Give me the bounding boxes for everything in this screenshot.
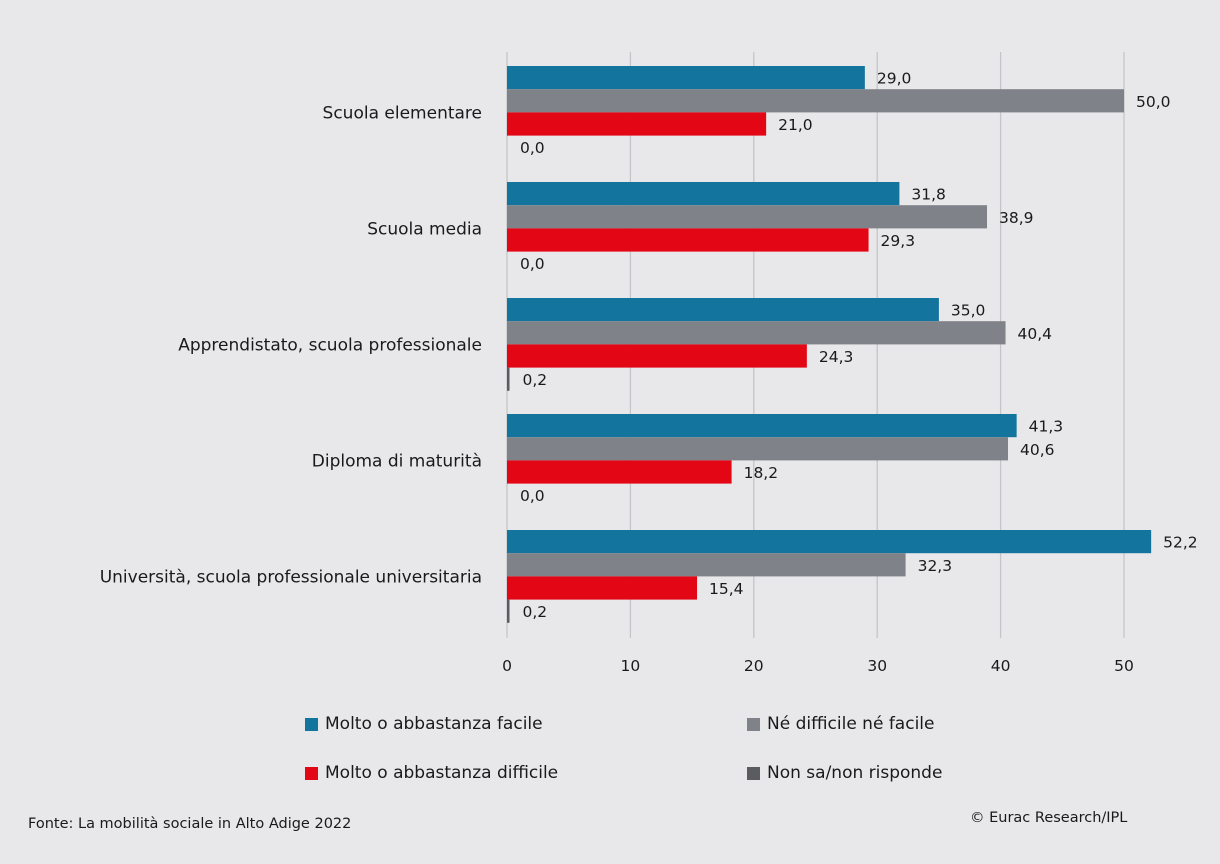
value-label-ne-difficile-ne-facile-apprendistato-scuola-professionale: 40,4 xyxy=(1018,325,1053,343)
value-label-ne-difficile-ne-facile-scuola-elementare: 50,0 xyxy=(1136,93,1171,111)
legend-swatch-difficult xyxy=(305,766,318,780)
value-label-ne-difficile-ne-facile-universita-scuola-professionale-universitaria: 32,3 xyxy=(918,557,953,575)
value-label-molto-o-abbastanza-difficile-universita-scuola-professionale-universitaria: 15,4 xyxy=(709,580,744,598)
bar-molto-o-abbastanza-facile-universita-scuola-professionale-universitaria xyxy=(507,530,1152,554)
value-label-molto-o-abbastanza-facile-diploma-di-maturita: 41,3 xyxy=(1029,418,1064,436)
legend-swatch-easy xyxy=(305,717,318,731)
value-label-non-sa-non-risponde-universita-scuola-professionale-universitaria: 0,2 xyxy=(523,603,548,621)
value-label-molto-o-abbastanza-facile-scuola-elementare: 29,0 xyxy=(877,70,912,88)
legend-label-no-answer: Non sa/non risponde xyxy=(767,763,943,783)
value-label-molto-o-abbastanza-difficile-apprendistato-scuola-professionale: 24,3 xyxy=(819,348,854,366)
value-label-molto-o-abbastanza-difficile-diploma-di-maturita: 18,2 xyxy=(744,464,779,482)
source-note: Fonte: La mobilità sociale in Alto Adige… xyxy=(28,816,352,832)
category-label-scuola-media: Scuola media xyxy=(367,219,482,239)
bar-molto-o-abbastanza-difficile-diploma-di-maturita xyxy=(507,460,732,484)
bars xyxy=(507,66,1152,623)
x-tick-label-0: 0 xyxy=(502,657,512,675)
value-label-molto-o-abbastanza-facile-scuola-media: 31,8 xyxy=(911,186,946,204)
x-tick-label-10: 10 xyxy=(621,657,641,675)
x-tick-label-50: 50 xyxy=(1114,657,1134,675)
bar-chart: 29,0 50,0 21,0 0,0 31,8 38,9 29,3 0,0 35,0 40,4 24… xyxy=(100,52,1198,675)
bar-ne-difficile-ne-facile-scuola-elementare xyxy=(507,89,1124,113)
value-labels: 29,0 50,0 21,0 0,0 31,8 38,9 29,3 0,0 35,0 40,4 24… xyxy=(520,70,1198,622)
legend-item-easy: Molto o abbastanza facile xyxy=(305,714,543,734)
legend-label-difficult: Molto o abbastanza difficile xyxy=(325,763,559,783)
bar-non-sa-non-risponde-universita-scuola-professionale-universitaria xyxy=(507,599,510,623)
bar-molto-o-abbastanza-difficile-scuola-elementare xyxy=(507,112,767,136)
value-label-non-sa-non-risponde-apprendistato-scuola-professionale: 0,2 xyxy=(523,371,548,389)
bar-ne-difficile-ne-facile-apprendistato-scuola-professionale xyxy=(507,321,1006,345)
legend-swatch-neutral xyxy=(747,717,760,731)
bar-ne-difficile-ne-facile-scuola-media xyxy=(507,205,988,229)
category-label-universita-scuola-professionale-universitaria: Università, scuola professionale univers… xyxy=(100,567,482,587)
value-label-molto-o-abbastanza-difficile-scuola-media: 29,3 xyxy=(881,232,916,250)
legend-label-easy: Molto o abbastanza facile xyxy=(325,714,543,734)
legend-item-neutral: Né difficile né facile xyxy=(747,714,934,734)
category-labels: Scuola elementare Scuola media Apprendista… xyxy=(100,103,482,587)
copyright-note: © Eurac Research/IPL xyxy=(970,810,1128,826)
legend-item-difficult: Molto o abbastanza difficile xyxy=(305,763,558,783)
bar-molto-o-abbastanza-difficile-apprendistato-scuola-professionale xyxy=(507,344,807,368)
category-label-apprendistato-scuola-professionale: Apprendistato, scuola professionale xyxy=(178,335,482,355)
value-label-non-sa-non-risponde-scuola-media: 0,0 xyxy=(520,255,545,273)
x-axis-ticks: 0 10 20 30 40 50 xyxy=(502,657,1134,675)
category-label-scuola-elementare: Scuola elementare xyxy=(323,103,482,123)
value-label-molto-o-abbastanza-facile-universita-scuola-professionale-universitaria: 52,2 xyxy=(1163,534,1198,552)
value-label-ne-difficile-ne-facile-scuola-media: 38,9 xyxy=(999,209,1034,227)
legend-item-no-answer: Non sa/non risponde xyxy=(747,763,942,783)
bar-molto-o-abbastanza-facile-scuola-elementare xyxy=(507,66,865,90)
bar-molto-o-abbastanza-difficile-universita-scuola-professionale-universitaria xyxy=(507,576,698,600)
bar-non-sa-non-risponde-apprendistato-scuola-professionale xyxy=(507,367,510,391)
bar-ne-difficile-ne-facile-diploma-di-maturita xyxy=(507,437,1009,461)
value-label-molto-o-abbastanza-facile-apprendistato-scuola-professionale: 35,0 xyxy=(951,302,986,320)
bar-molto-o-abbastanza-facile-scuola-media xyxy=(507,182,900,206)
value-label-non-sa-non-risponde-scuola-elementare: 0,0 xyxy=(520,139,545,157)
value-label-ne-difficile-ne-facile-diploma-di-maturita: 40,6 xyxy=(1020,441,1055,459)
bar-ne-difficile-ne-facile-universita-scuola-professionale-universitaria xyxy=(507,553,906,577)
bar-molto-o-abbastanza-facile-apprendistato-scuola-professionale xyxy=(507,298,939,322)
bar-molto-o-abbastanza-facile-diploma-di-maturita xyxy=(507,414,1017,438)
category-label-diploma-di-maturita: Diploma di maturità xyxy=(312,451,482,471)
legend-swatch-no-answer xyxy=(747,766,760,780)
bar-molto-o-abbastanza-difficile-scuola-media xyxy=(507,228,869,252)
value-label-non-sa-non-risponde-diploma-di-maturita: 0,0 xyxy=(520,487,545,505)
x-tick-label-30: 30 xyxy=(867,657,887,675)
value-label-molto-o-abbastanza-difficile-scuola-elementare: 21,0 xyxy=(778,116,813,134)
x-tick-label-40: 40 xyxy=(991,657,1011,675)
legend-label-neutral: Né difficile né facile xyxy=(767,714,935,734)
x-tick-label-20: 20 xyxy=(744,657,764,675)
